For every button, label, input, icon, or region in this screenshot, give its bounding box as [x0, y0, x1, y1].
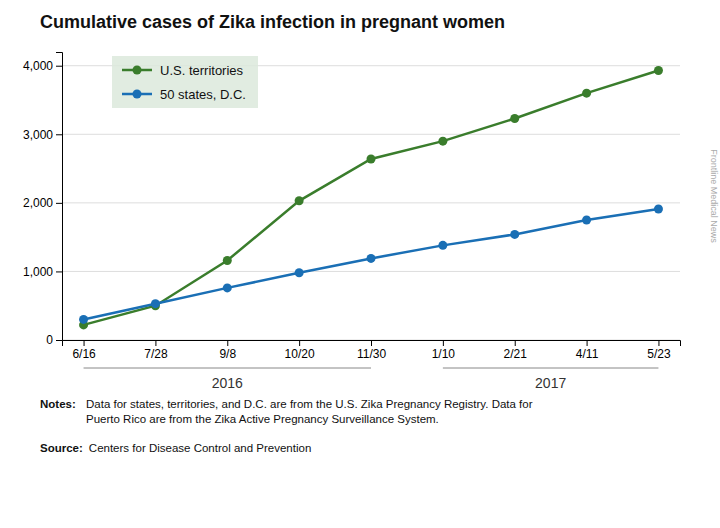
legend-marker	[133, 66, 142, 75]
x-tick: 6/16	[72, 340, 96, 361]
x-tick-label: 11/30	[357, 347, 386, 361]
y-tick-label: 2,000	[23, 196, 53, 210]
point	[79, 315, 88, 324]
series-line	[84, 209, 659, 319]
y-tick-label: 1,000	[23, 265, 53, 279]
note-line: Data for states, territories, and D.C. a…	[86, 398, 533, 410]
note-text: Centers for Disease Control and Preventi…	[89, 442, 311, 454]
point	[510, 230, 519, 239]
point	[223, 283, 232, 292]
x-tick-label: 5/23	[647, 347, 671, 361]
x-tick-label: 1/10	[432, 347, 456, 361]
y-tick-label: 4,000	[23, 59, 53, 73]
legend-entry: U.S. territories	[160, 63, 244, 78]
y-tick-mark	[56, 203, 62, 204]
y-tick: 3,000	[23, 128, 62, 142]
watermark: Frontline Medical News	[709, 149, 719, 243]
x-tick-mark	[299, 340, 300, 346]
point	[654, 205, 663, 214]
y-axis-line	[56, 53, 63, 341]
point	[510, 114, 519, 123]
x-tick: 9/8	[219, 340, 236, 361]
grid-line	[62, 202, 680, 203]
y-tick-mark	[56, 271, 62, 272]
point	[582, 216, 591, 225]
point	[438, 137, 447, 146]
point	[151, 299, 160, 308]
x-tick: 1/10	[432, 340, 456, 361]
y-tick-mark	[56, 340, 62, 341]
year-bracket	[443, 368, 659, 369]
x-tick-label: 4/11	[576, 347, 599, 361]
y-tick-mark	[56, 134, 62, 135]
y-tick-label: 0	[46, 333, 53, 347]
point	[582, 89, 591, 98]
x-axis-line	[63, 341, 681, 347]
year-label: 2016	[212, 375, 243, 391]
x-tick: 2/21	[504, 340, 528, 361]
legend-entry: 50 states, D.C.	[160, 87, 246, 102]
note-line: Centers for Disease Control and Preventi…	[89, 442, 311, 454]
legend-background	[112, 56, 258, 108]
x-tick: 5/23	[647, 340, 671, 361]
point	[654, 66, 663, 75]
note-text: Data for states, territories, and D.C. a…	[86, 398, 533, 425]
title: Cumulative cases of Zika infection in pr…	[40, 12, 505, 32]
point	[295, 268, 304, 277]
x-tick-mark	[443, 340, 444, 346]
year-bracket	[84, 368, 371, 369]
legend: U.S. territories 50 states, D.C.	[112, 56, 258, 108]
x-tick: 10/20	[285, 340, 315, 361]
point	[367, 254, 376, 263]
x-tick-mark	[371, 340, 372, 346]
y-tick: 0	[46, 333, 62, 347]
x-tick-label: 10/20	[285, 347, 315, 361]
point	[367, 154, 376, 163]
y-tick: 4,000	[23, 59, 62, 73]
point	[223, 256, 232, 265]
grid-line	[62, 271, 680, 272]
y-axis: 0 1,000 2,000 3,000 4,000	[23, 53, 63, 348]
point	[438, 241, 447, 250]
x-axis: 6/16 7/28 9/8 10/20 11/30 1/10 2/21 4/11 5/23	[63, 340, 681, 361]
x-tick-label: 6/16	[72, 347, 96, 361]
y-tick-mark	[56, 66, 62, 67]
x-tick: 11/30	[357, 340, 386, 361]
legend-marker	[133, 90, 142, 99]
note-label: Source:	[40, 442, 83, 454]
year-label: 2017	[535, 375, 566, 391]
x-tick-mark	[658, 340, 659, 346]
y-tick-label: 3,000	[23, 128, 53, 142]
x-tick-label: 7/28	[144, 347, 168, 361]
grid-line	[62, 134, 680, 135]
x-tick-mark	[515, 340, 516, 346]
y-tick: 2,000	[23, 196, 62, 210]
x-tick-mark	[84, 340, 85, 346]
x-tick-mark	[155, 340, 156, 346]
x-tick: 4/11	[576, 340, 599, 361]
note-label: Notes:	[40, 398, 76, 410]
x-tick-mark	[587, 340, 588, 346]
x-tick-label: 2/21	[504, 347, 528, 361]
x-tick-label: 9/8	[219, 347, 236, 361]
x-tick: 7/28	[144, 340, 168, 361]
x-tick-mark	[227, 340, 228, 346]
note-line: Puerto Rico are from the Zika Active Pre…	[86, 413, 439, 425]
plot: 0 1,000 2,000 3,000 4,000 6/16 7/28 9/8 10/20 11/…	[23, 53, 681, 392]
y-tick: 1,000	[23, 265, 62, 279]
series-line	[84, 71, 659, 325]
point	[295, 196, 304, 205]
chart: Cumulative cases of Zika infection in pr…	[0, 0, 720, 528]
